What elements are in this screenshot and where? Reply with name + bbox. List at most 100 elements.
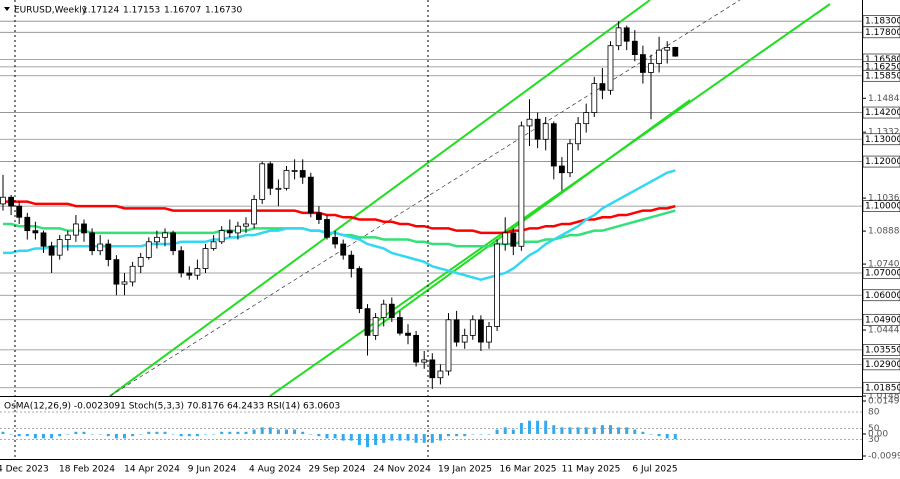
osma-bar xyxy=(382,433,386,443)
candle-body xyxy=(291,170,298,172)
candle-body xyxy=(486,326,492,343)
osma-bar xyxy=(657,433,661,437)
candle-body xyxy=(8,196,15,207)
candle-body xyxy=(664,47,671,51)
level-label: 1.13000 xyxy=(865,135,900,145)
x-tick-label: 24 Nov 2024 xyxy=(373,465,431,475)
candle-body xyxy=(307,176,314,214)
osma-bar xyxy=(357,433,361,446)
osma-bar xyxy=(179,433,183,437)
candle-body xyxy=(453,319,460,343)
osma-bar xyxy=(25,433,29,437)
osma-bar xyxy=(447,433,450,437)
level-label: 1.16580 xyxy=(865,55,900,65)
osma-bar xyxy=(50,433,54,439)
candle-body xyxy=(348,254,355,269)
osma-bar xyxy=(463,433,467,437)
candle-body xyxy=(656,49,662,64)
level-label: 1.14200 xyxy=(865,108,900,118)
level-label: 1.16250 xyxy=(865,62,900,72)
indicator-tick-label: 0.014913 xyxy=(868,397,900,407)
osma-bar xyxy=(641,431,645,434)
candle-body xyxy=(194,268,201,276)
candle-body xyxy=(24,216,31,232)
candle-body xyxy=(202,248,209,269)
candle-body xyxy=(567,143,573,174)
y-tick-label: 1.01480 xyxy=(868,392,900,402)
osma-bar xyxy=(325,433,329,439)
candle-body xyxy=(559,165,565,174)
osma-bar xyxy=(592,427,596,434)
indicator-tick-label: 0.00 xyxy=(868,429,888,439)
candle-body xyxy=(623,27,630,42)
osma-bar xyxy=(552,425,556,434)
candle-body xyxy=(583,112,590,125)
osma-bar xyxy=(66,433,70,435)
osma-bar xyxy=(139,433,143,435)
osma-bar xyxy=(106,433,110,437)
y-tick-label: 1.07400 xyxy=(868,260,900,270)
osma-bar xyxy=(479,433,483,435)
candle-body xyxy=(251,199,258,225)
osma-bar xyxy=(90,433,94,435)
candle-body xyxy=(162,232,168,238)
level-label: 1.10000 xyxy=(865,202,900,212)
candle-body xyxy=(129,265,136,283)
osma-bar xyxy=(584,427,588,434)
candle-body xyxy=(469,319,476,336)
candle-body xyxy=(364,308,371,336)
candle-body xyxy=(153,236,160,243)
header-ohlc: 1.17124 xyxy=(82,6,119,16)
menu-arrow[interactable] xyxy=(4,7,10,11)
osma-bar xyxy=(171,433,175,435)
candle-body xyxy=(89,232,95,252)
candle-body xyxy=(526,118,533,127)
osma-bar xyxy=(204,433,207,435)
x-tick-label: 24 Dec 2023 xyxy=(0,465,49,475)
header-ohlc: 1.17153 xyxy=(123,6,160,16)
osma-bar xyxy=(528,420,531,434)
candle-body xyxy=(267,163,274,189)
candle-body xyxy=(234,225,241,234)
osma-bar xyxy=(649,433,653,435)
osma-bar xyxy=(625,427,629,434)
chart-title: EURUSD,Weekly xyxy=(14,6,88,16)
candle-body xyxy=(73,223,79,236)
osma-bar xyxy=(495,429,499,434)
candle-body xyxy=(356,268,363,310)
candle-body xyxy=(48,245,55,256)
candle-body xyxy=(380,303,387,318)
candle-body xyxy=(113,259,120,285)
y-tick-label: 1.10360 xyxy=(868,194,900,204)
y-tick-label: 1.14840 xyxy=(868,94,900,104)
moving-average xyxy=(3,200,676,235)
osma-bar xyxy=(455,433,459,437)
candle-body xyxy=(210,241,217,249)
osma-bar xyxy=(317,433,321,437)
indicator-header: OsMA(12,26,9) -0.0023091 Stoch(5,3,3) 70… xyxy=(4,402,340,412)
candle-body xyxy=(275,187,282,190)
candle-body xyxy=(648,63,654,73)
candle-body xyxy=(283,170,290,189)
osma-bar xyxy=(244,431,248,434)
candle-body xyxy=(97,243,104,252)
osma-bar xyxy=(131,433,135,437)
osma-bar xyxy=(252,429,256,434)
level-label: 1.06000 xyxy=(865,291,900,301)
candle-body xyxy=(550,123,557,167)
candle-body xyxy=(502,232,509,245)
osma-bar xyxy=(536,420,540,434)
x-tick-label: 11 May 2025 xyxy=(562,465,621,475)
candle-body xyxy=(542,123,549,140)
osma-bar xyxy=(487,433,491,435)
level-label: 1.02900 xyxy=(865,360,900,370)
osma-bar xyxy=(268,427,272,434)
osma-bar xyxy=(309,433,313,435)
candle-body xyxy=(534,118,541,140)
candle-body xyxy=(170,232,177,252)
osma-bar xyxy=(519,422,523,434)
candle-body xyxy=(494,243,501,327)
osma-bar xyxy=(406,433,410,441)
